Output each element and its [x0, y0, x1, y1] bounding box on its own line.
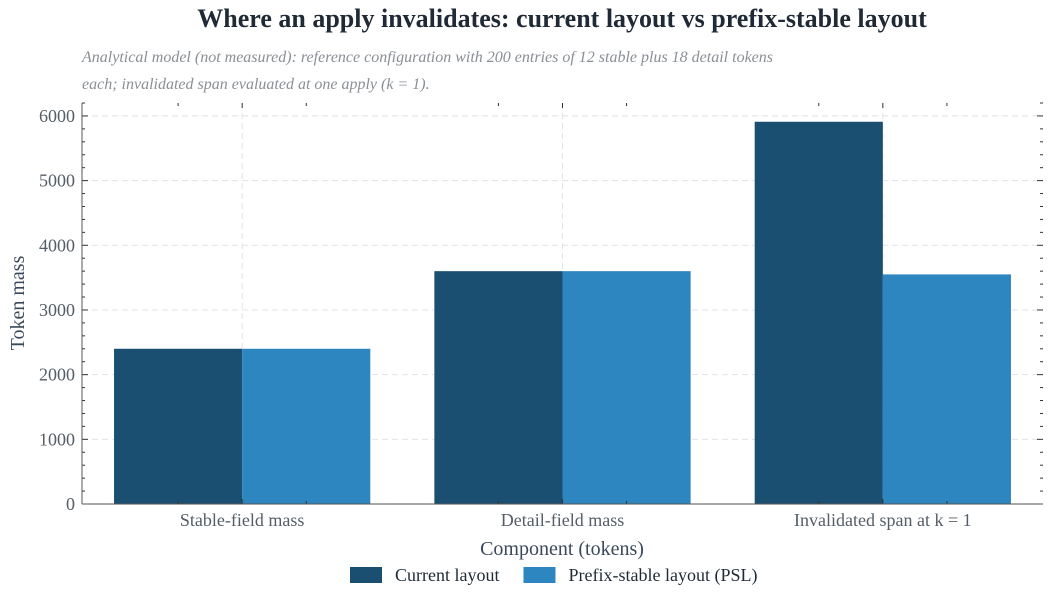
y-tick-label: 2000 [39, 365, 75, 385]
bar-current [114, 348, 243, 504]
bar-current [434, 271, 563, 504]
chart-subtitle-line-1: Analytical model (not measured): referen… [81, 49, 773, 66]
legend: Current layout Prefix-stable layout (PSL) [350, 565, 757, 586]
legend-label: Prefix-stable layout (PSL) [568, 565, 757, 586]
bar-current [754, 121, 883, 504]
bar-psl [562, 271, 691, 504]
axes [81, 102, 1043, 505]
chart-title: Where an apply invalidates: current layo… [197, 4, 927, 33]
y-tick-label: 6000 [39, 106, 75, 126]
y-tick-label: 4000 [39, 235, 75, 255]
bars [114, 121, 1011, 504]
x-tick-label: Stable-field mass [180, 510, 304, 530]
x-axis-label: Component (tokens) [480, 538, 644, 560]
legend-label: Current layout [395, 565, 499, 585]
x-tick-label: Invalidated span at k = 1 [794, 510, 972, 530]
chart-subtitle-line-2: each; invalidated span evaluated at one … [82, 76, 430, 93]
bar-psl [882, 274, 1011, 504]
y-tick-label: 0 [66, 494, 75, 514]
legend-swatch [350, 567, 382, 583]
y-tick-label: 3000 [39, 300, 75, 320]
y-tick-label: 5000 [39, 171, 75, 191]
x-tick-label: Detail-field mass [501, 510, 624, 530]
bar-psl [242, 348, 371, 504]
tick-labels: 0 1000 2000 3000 4000 5000 6000 Stable-field ma… [39, 106, 972, 530]
legend-swatch [523, 567, 556, 583]
y-tick-label: 1000 [39, 429, 75, 449]
y-axis-label: Token mass [7, 255, 29, 350]
